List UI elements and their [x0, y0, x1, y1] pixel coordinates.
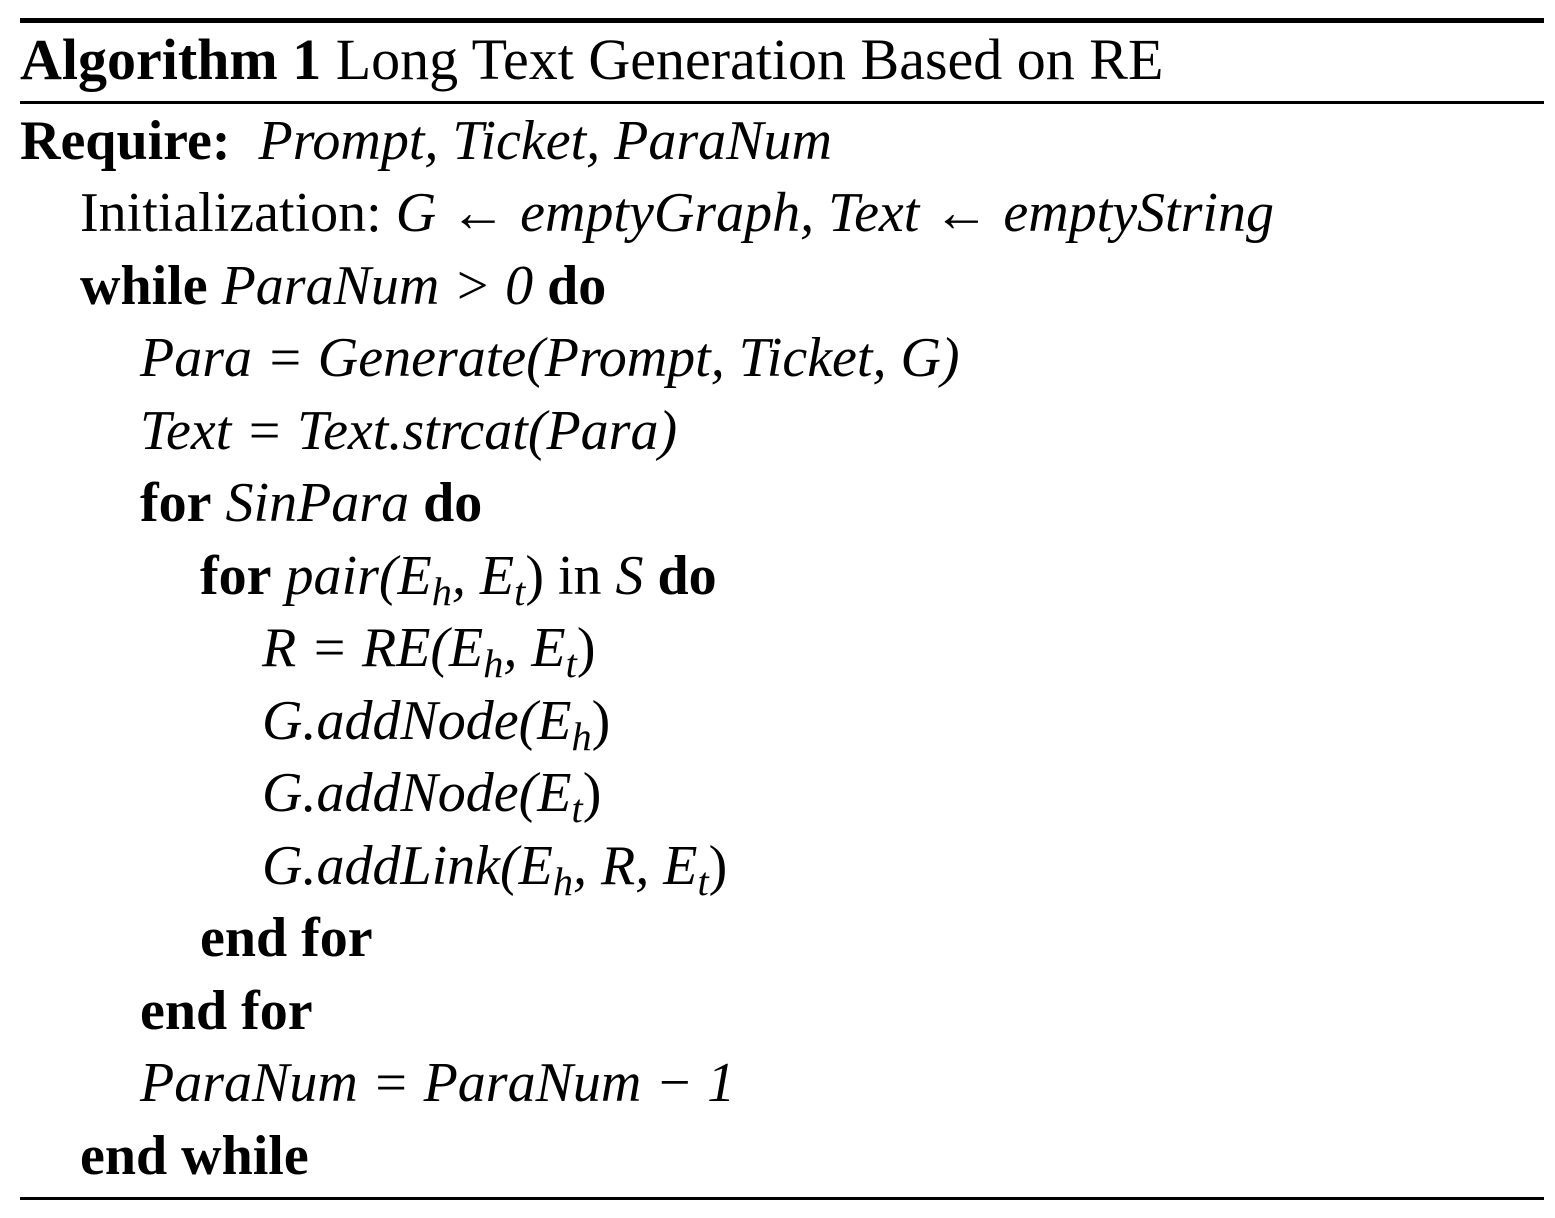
re-expr: R = RE(Eh, Et) — [262, 617, 596, 687]
generate-expr: Para = Generate(Prompt, Ticket, G) — [140, 327, 960, 389]
decrement-line: ParaNum = ParaNum − 1 — [140, 1047, 735, 1119]
while-keyword: while — [80, 255, 208, 317]
inner-for-keyword: for — [200, 545, 272, 607]
inner-for-in-keyword: in — [557, 545, 602, 607]
while-line: while ParaNum > 0 do — [80, 250, 606, 322]
inner-end-for-line: end for — [200, 902, 373, 974]
addlink-expr: G.addLink(Eh, R, Et) — [262, 835, 728, 905]
addlink-line: G.addLink(Eh, R, Et) — [262, 830, 728, 905]
init-line: Initialization: G ← emptyGraph, Text ← e… — [80, 177, 1274, 249]
init-expr: G ← emptyGraph, Text ← emptyString — [395, 182, 1274, 244]
outer-for-line: for SinPara do — [140, 467, 482, 539]
decrement-expr: ParaNum = ParaNum − 1 — [140, 1052, 736, 1114]
caption-rule — [20, 101, 1544, 104]
require-line: Require: Prompt, Ticket, ParaNum — [20, 105, 832, 177]
require-inputs: Prompt, Ticket, ParaNum — [258, 110, 832, 172]
inner-for-iter: pair(Eh, Et) — [285, 545, 544, 615]
outer-for-keyword: for — [140, 472, 212, 534]
re-line: R = RE(Eh, Et) — [262, 612, 596, 687]
while-condition: ParaNum > 0 — [221, 255, 534, 317]
top-rule — [20, 18, 1544, 23]
addnode-h-expr: G.addNode(Eh) — [262, 690, 611, 760]
addnode-t-line: G.addNode(Et) — [262, 757, 602, 832]
inner-for-do-keyword: do — [657, 545, 717, 607]
inner-for-line: for pair(Eh, Et) in S do — [200, 540, 717, 615]
require-keyword: Require: — [20, 110, 231, 172]
strcat-expr: Text = Text.strcat(Para) — [140, 400, 678, 462]
addnode-h-line: G.addNode(Eh) — [262, 685, 611, 760]
strcat-line: Text = Text.strcat(Para) — [140, 395, 677, 467]
end-while-line: end while — [80, 1120, 309, 1192]
outer-end-for-line: end for — [140, 975, 313, 1047]
inner-end-for-keyword: end for — [200, 907, 373, 969]
inner-for-set: S — [615, 545, 644, 607]
algorithm-caption: Algorithm 1 Long Text Generation Based o… — [20, 24, 1163, 96]
generate-line: Para = Generate(Prompt, Ticket, G) — [140, 322, 960, 394]
outer-for-do-keyword: do — [423, 472, 483, 534]
init-label: Initialization: — [80, 182, 382, 244]
outer-for-iter: SinPara — [225, 472, 410, 534]
algorithm-label: Algorithm 1 — [20, 27, 322, 92]
outer-end-for-keyword: end for — [140, 980, 313, 1042]
end-while-keyword: end while — [80, 1125, 309, 1187]
addnode-t-expr: G.addNode(Et) — [262, 762, 602, 832]
bottom-rule — [20, 1197, 1544, 1200]
while-do-keyword: do — [547, 255, 607, 317]
algorithm-title: Long Text Generation Based on RE — [335, 27, 1164, 92]
